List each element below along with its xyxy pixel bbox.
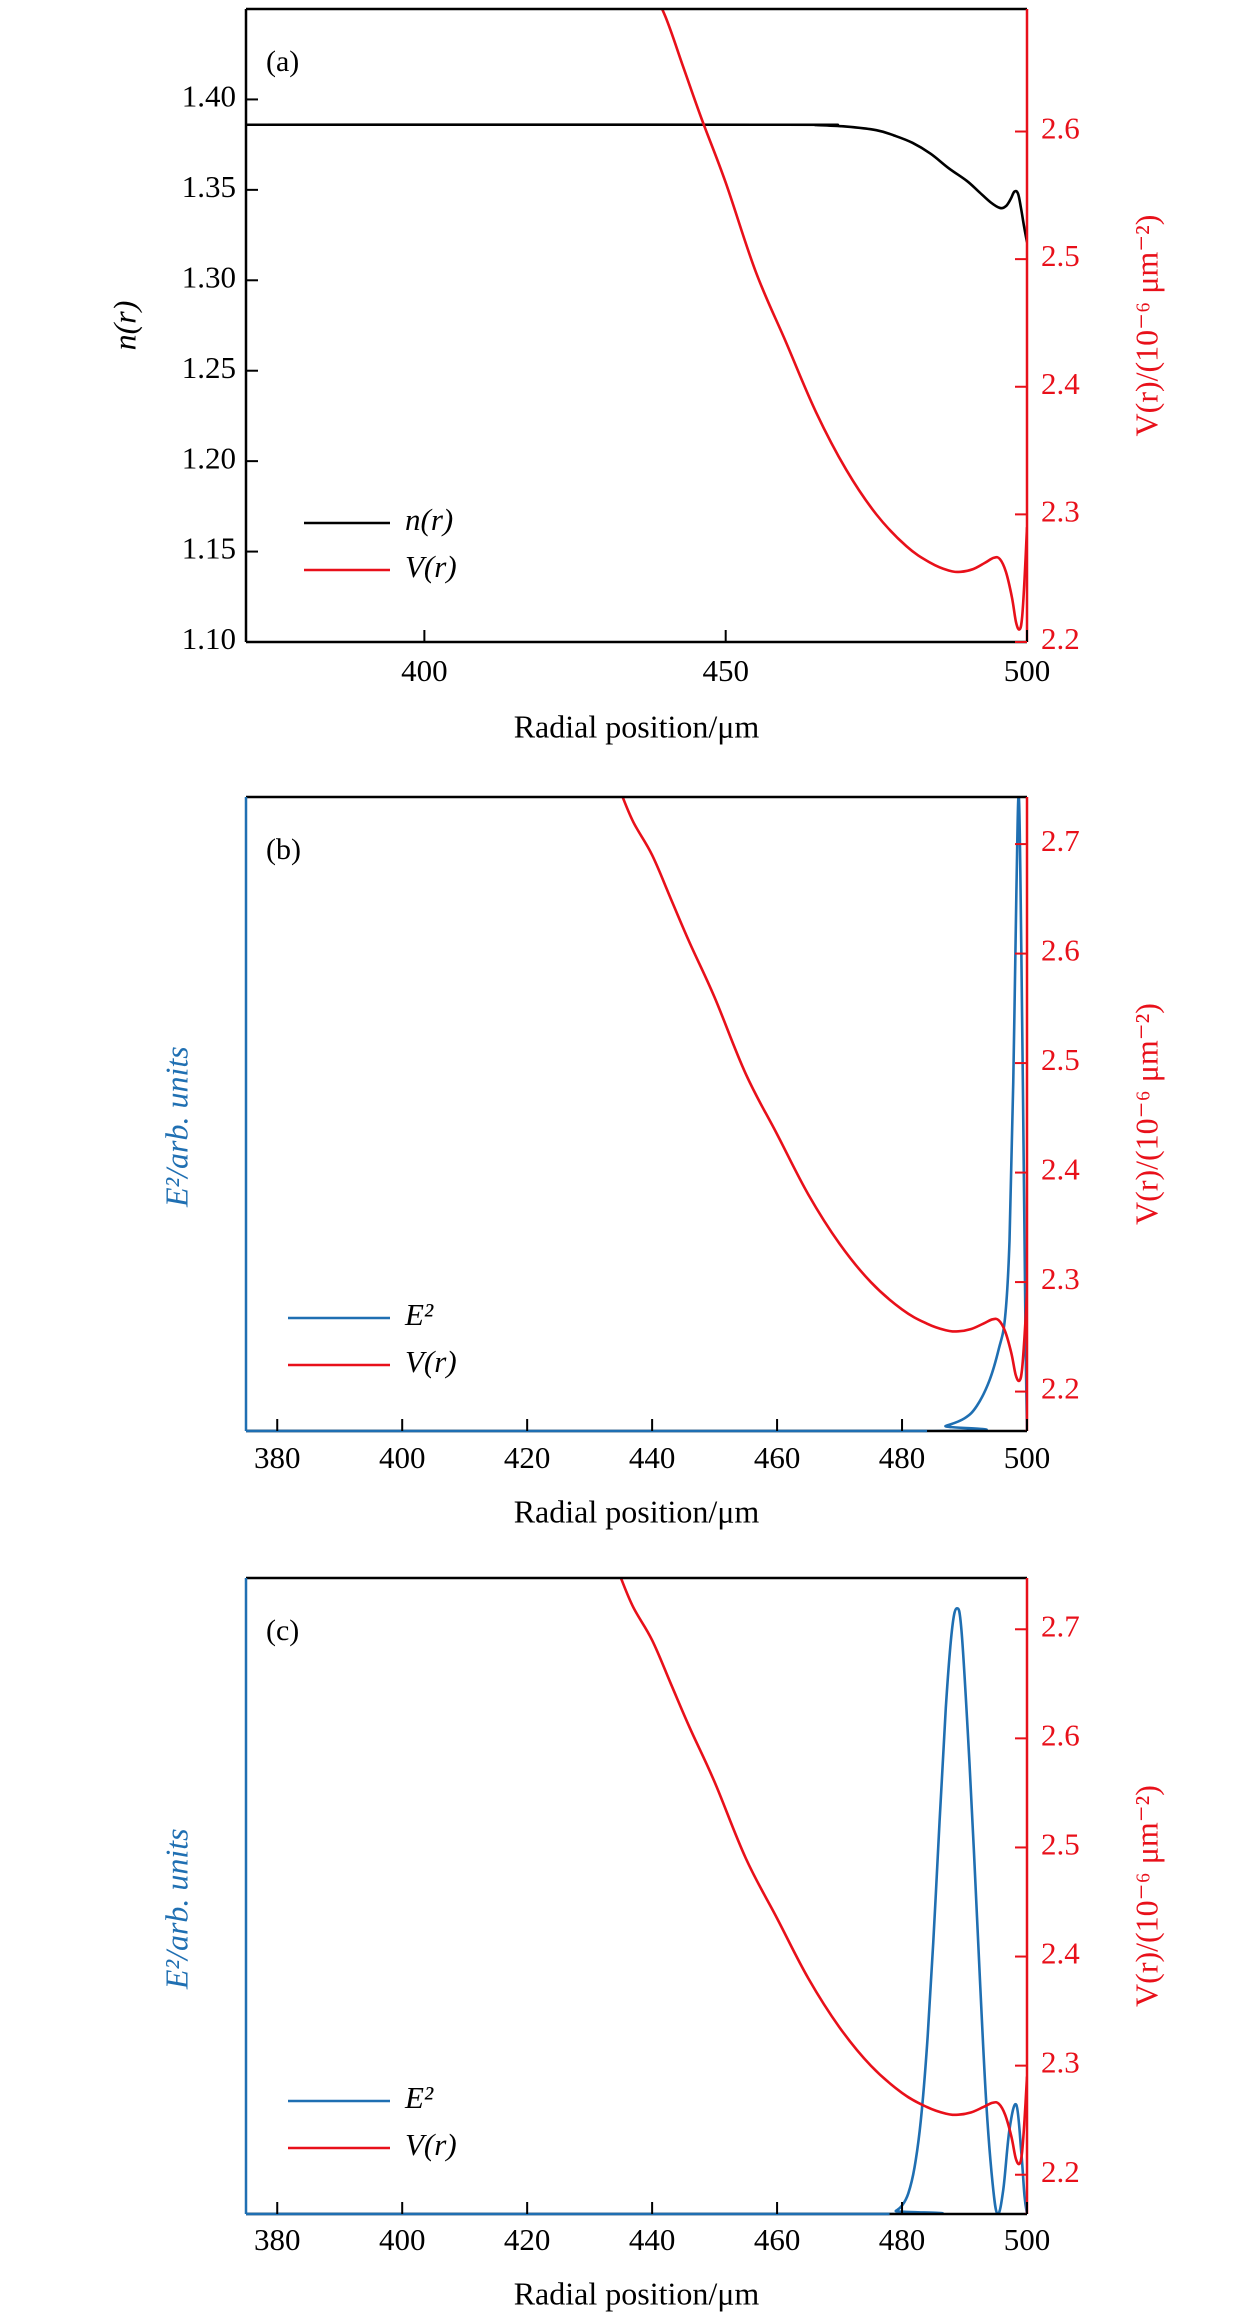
- left-y-tick-label: 1.10: [182, 621, 236, 656]
- left-y-tick-label: 1.15: [182, 531, 236, 566]
- series-line-n: [246, 123, 1027, 243]
- series-line-e2: [246, 1606, 1027, 2214]
- x-tick-label: 380: [254, 1440, 301, 1475]
- left-y-tick-label: 1.30: [182, 259, 236, 294]
- panel-c: 380 400 420 440 460 480 500 Radial position/μm E…: [158, 1576, 1164, 2311]
- panel-a: 400 450 500 Radial position/μm 1.10 1.15 1.20 1…: [106, 7, 1164, 744]
- x-tick-label: 500: [1004, 2222, 1051, 2257]
- left-y-tick-label: 1.35: [182, 169, 236, 204]
- legend: n(r) V(r): [304, 502, 457, 584]
- right-y-tick-label: 2.6: [1041, 111, 1080, 146]
- right-y-axis-title: V(r)/(10⁻⁶ μm⁻²): [1128, 215, 1164, 437]
- left-y-tick-label: 1.20: [182, 440, 236, 475]
- right-y-axis-title: V(r)/(10⁻⁶ μm⁻²): [1128, 1785, 1164, 2007]
- right-y-tick-label: 2.5: [1041, 238, 1080, 273]
- right-y-tick-label: 2.3: [1041, 493, 1080, 528]
- x-tick-label: 400: [379, 2222, 426, 2257]
- panel-label: (c): [266, 1614, 299, 1647]
- right-y-tick-label: 2.7: [1041, 823, 1080, 858]
- right-y-tick-label: 2.5: [1041, 1827, 1080, 1862]
- right-y-tick-label: 2.5: [1041, 1042, 1080, 1077]
- right-y-tick-label: 2.4: [1041, 1936, 1080, 1971]
- left-y-tick-label: 1.40: [182, 79, 236, 114]
- series-line-v: [621, 797, 1027, 1383]
- left-y-axis-title: E²/arb. units: [158, 1828, 194, 1990]
- right-y-tick-label: 2.3: [1041, 2045, 1080, 2080]
- x-axis-title: Radial position/μm: [514, 708, 760, 744]
- x-axis-title: Radial position/μm: [514, 1493, 760, 1529]
- x-tick-label: 400: [379, 1440, 426, 1475]
- x-tick-label: 450: [702, 653, 749, 688]
- x-tick-label: 460: [754, 2222, 801, 2257]
- right-y-tick-label: 2.6: [1041, 933, 1080, 968]
- right-y-tick-label: 2.2: [1041, 621, 1080, 656]
- x-tick-label: 440: [629, 1440, 676, 1475]
- series-line-e2: [246, 797, 1027, 1431]
- legend-label: n(r): [405, 502, 453, 537]
- legend-label: V(r): [405, 549, 457, 584]
- x-tick-label: 380: [254, 2222, 301, 2257]
- x-tick-label: 460: [754, 1440, 801, 1475]
- x-tick-label: 500: [1004, 1440, 1051, 1475]
- right-y-tick-label: 2.2: [1041, 2154, 1080, 2189]
- x-axis-title: Radial position/μm: [514, 2275, 760, 2311]
- legend-label: E²: [404, 2080, 434, 2115]
- series-line-v: [660, 9, 1027, 631]
- left-y-axis-title: n(r): [106, 301, 142, 351]
- legend: E² V(r): [288, 2080, 457, 2162]
- left-y-axis-title: E²/arb. units: [158, 1046, 194, 1208]
- x-tick-label: 480: [879, 2222, 926, 2257]
- right-y-tick-label: 2.3: [1041, 1261, 1080, 1296]
- right-y-axis-title: V(r)/(10⁻⁶ μm⁻²): [1128, 1003, 1164, 1225]
- legend: E² V(r): [288, 1297, 457, 1379]
- right-y-tick-label: 2.2: [1041, 1371, 1080, 1406]
- right-y-tick-label: 2.6: [1041, 1717, 1080, 1752]
- legend-label: V(r): [405, 1344, 457, 1379]
- x-tick-label: 480: [879, 1440, 926, 1475]
- x-tick-label: 420: [504, 1440, 551, 1475]
- series-line-v: [619, 1578, 1027, 2166]
- legend-label: E²: [404, 1297, 434, 1332]
- x-tick-label: 420: [504, 2222, 551, 2257]
- right-y-tick-label: 2.4: [1041, 1152, 1080, 1187]
- right-y-tick-label: 2.7: [1041, 1608, 1080, 1643]
- x-tick-label: 440: [629, 2222, 676, 2257]
- panel-b: 380 400 420 440 460 480 500 Radial position/μm E…: [158, 795, 1164, 1529]
- right-y-tick-label: 2.4: [1041, 366, 1080, 401]
- x-tick-label: 500: [1004, 653, 1051, 688]
- left-y-tick-label: 1.25: [182, 350, 236, 385]
- legend-label: V(r): [405, 2127, 457, 2162]
- x-tick-label: 400: [401, 653, 448, 688]
- panel-label: (a): [266, 45, 299, 78]
- panel-label: (b): [266, 833, 301, 866]
